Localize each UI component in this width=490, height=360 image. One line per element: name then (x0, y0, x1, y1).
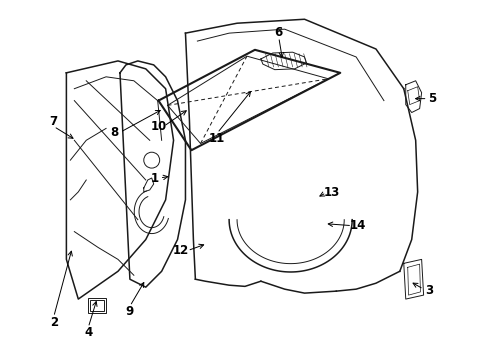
Text: 14: 14 (350, 219, 367, 232)
Text: 8: 8 (111, 126, 119, 139)
Text: 5: 5 (428, 92, 437, 105)
Text: 10: 10 (150, 120, 167, 133)
Text: 9: 9 (126, 305, 134, 318)
Bar (90, 300, 104, 311)
Text: 2: 2 (49, 316, 58, 329)
Text: 12: 12 (172, 244, 189, 257)
Text: 6: 6 (274, 26, 283, 39)
Text: 11: 11 (209, 132, 225, 145)
Text: 4: 4 (84, 326, 92, 339)
Text: 7: 7 (49, 115, 58, 128)
Text: 13: 13 (323, 186, 340, 199)
Bar (88, 298, 106, 313)
Text: 1: 1 (150, 171, 159, 185)
Text: 3: 3 (425, 284, 434, 297)
